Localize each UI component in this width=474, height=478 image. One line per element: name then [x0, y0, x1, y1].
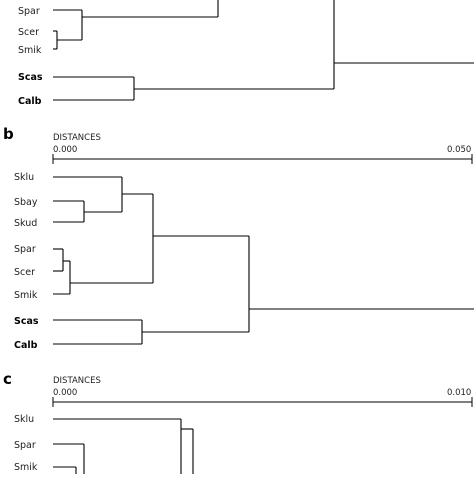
- axis-title: DISTANCES: [53, 133, 101, 143]
- taxon-label: Scas: [18, 72, 43, 83]
- taxon-label: Scas: [14, 316, 39, 327]
- taxon-label: Smik: [18, 45, 42, 56]
- axis-title: DISTANCES: [53, 376, 101, 386]
- taxon-label: Spar: [14, 440, 36, 451]
- panel-label: c: [3, 370, 12, 388]
- taxon-label: Calb: [14, 340, 38, 351]
- tree-branches: [53, 176, 474, 345]
- axis-min-label: 0.000: [53, 145, 77, 155]
- taxon-label: Smik: [14, 290, 38, 301]
- taxon-label: Sklu: [14, 414, 34, 425]
- taxon-label: Spar: [14, 244, 36, 255]
- distance-axis: DISTANCES 0.000 0.050: [52, 133, 473, 164]
- taxon-label: Sbay: [14, 197, 38, 208]
- axis-max-label: 0.050: [447, 145, 471, 155]
- panel-c: c DISTANCES 0.000 0.010 Sklu Spar Smik: [3, 370, 473, 474]
- tree-branches: [53, 418, 194, 474]
- taxon-label: Skud: [14, 218, 37, 229]
- taxon-label: Calb: [18, 96, 42, 107]
- panel-a: Spar Scer Smik Scas Calb: [18, 0, 474, 107]
- distance-axis: DISTANCES 0.000 0.010: [52, 376, 473, 407]
- axis-max-label: 0.010: [447, 388, 471, 398]
- taxon-label: Scer: [14, 267, 35, 278]
- axis-min-label: 0.000: [53, 388, 77, 398]
- panel-b: b DISTANCES 0.000 0.050 Sklu Sbay Skud S…: [3, 125, 474, 351]
- taxon-label: Scer: [18, 27, 39, 38]
- taxon-label: Smik: [14, 462, 38, 473]
- tree-branches: [53, 0, 474, 101]
- panel-label: b: [3, 125, 14, 143]
- taxon-label: Sklu: [14, 172, 34, 183]
- taxon-label: Spar: [18, 6, 40, 17]
